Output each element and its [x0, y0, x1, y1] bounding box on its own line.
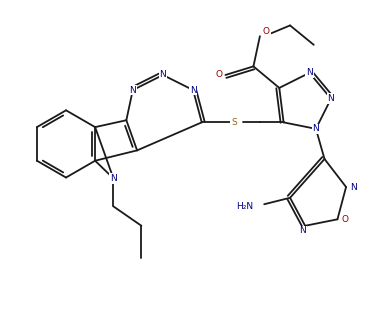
Text: H₂N: H₂N [236, 202, 254, 211]
Text: O: O [215, 71, 223, 80]
Text: N: N [328, 94, 334, 103]
Text: O: O [263, 27, 270, 36]
Text: N: N [159, 71, 166, 80]
Text: N: N [351, 183, 357, 191]
Text: N: N [306, 68, 313, 77]
Text: N: N [313, 124, 319, 133]
Text: O: O [342, 215, 349, 224]
Text: N: N [190, 86, 196, 94]
Text: S: S [231, 118, 237, 127]
Text: N: N [130, 86, 136, 94]
Text: N: N [110, 174, 117, 183]
Text: N: N [300, 226, 306, 235]
